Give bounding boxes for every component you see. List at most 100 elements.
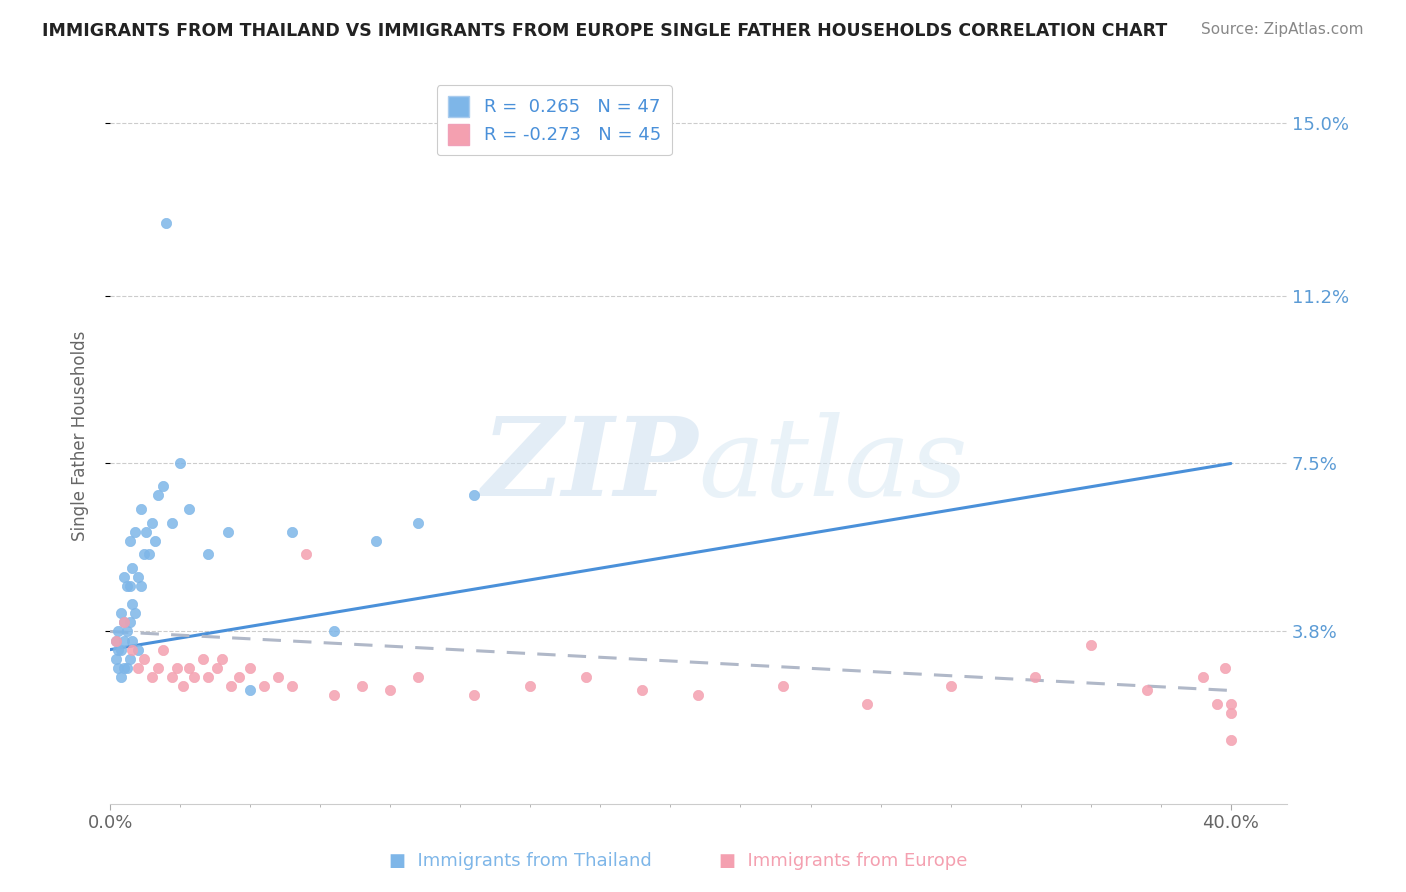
Point: [132, 651, 155, 665]
Point: [107, 661, 129, 675]
Point: [141, 516, 163, 530]
Point: [112, 633, 135, 648]
Point: [463, 688, 485, 702]
Point: [406, 670, 429, 684]
Point: [253, 679, 276, 693]
Point: [110, 670, 132, 684]
Point: [183, 670, 205, 684]
Point: [152, 642, 174, 657]
Point: [1205, 697, 1227, 711]
Point: [155, 216, 177, 230]
Point: [107, 642, 129, 657]
Point: [129, 502, 152, 516]
Point: [1213, 661, 1236, 675]
Point: [380, 683, 402, 698]
Point: [239, 661, 262, 675]
Point: [118, 615, 141, 630]
Point: [267, 670, 290, 684]
Point: [160, 516, 183, 530]
Point: [519, 679, 541, 693]
Point: [112, 615, 135, 630]
Point: [135, 524, 157, 539]
Point: [1191, 670, 1213, 684]
Point: [323, 624, 346, 639]
Point: [406, 516, 429, 530]
Point: [146, 661, 169, 675]
Point: [169, 457, 191, 471]
Point: [1136, 683, 1159, 698]
Point: [205, 661, 228, 675]
Point: [132, 547, 155, 561]
Point: [121, 561, 143, 575]
Point: [143, 533, 166, 548]
Point: [575, 670, 598, 684]
Point: [124, 607, 146, 621]
Point: [138, 547, 160, 561]
Point: [146, 488, 169, 502]
Point: [281, 679, 304, 693]
Point: [352, 679, 374, 693]
Point: [110, 642, 132, 657]
Point: [1080, 638, 1102, 652]
Point: [631, 683, 654, 698]
Point: [323, 688, 346, 702]
Point: [104, 633, 127, 648]
Point: [160, 670, 183, 684]
Y-axis label: Single Father Households: Single Father Households: [72, 331, 89, 541]
Point: [1219, 697, 1241, 711]
Legend: R =  0.265   N = 47, R = -0.273   N = 45: R = 0.265 N = 47, R = -0.273 N = 45: [437, 85, 672, 155]
Point: [127, 570, 149, 584]
Point: [127, 661, 149, 675]
Point: [197, 547, 219, 561]
Point: [127, 642, 149, 657]
Text: Source: ZipAtlas.com: Source: ZipAtlas.com: [1201, 22, 1364, 37]
Text: ZIP: ZIP: [482, 412, 699, 519]
Point: [177, 502, 200, 516]
Point: [118, 533, 141, 548]
Point: [112, 570, 135, 584]
Text: atlas: atlas: [699, 412, 969, 519]
Point: [688, 688, 710, 702]
Point: [177, 661, 200, 675]
Point: [172, 679, 194, 693]
Point: [1219, 733, 1241, 747]
Point: [104, 651, 127, 665]
Point: [281, 524, 304, 539]
Point: [115, 624, 138, 639]
Point: [855, 697, 877, 711]
Point: [772, 679, 794, 693]
Point: [129, 579, 152, 593]
Point: [112, 661, 135, 675]
Text: ■  Immigrants from Europe: ■ Immigrants from Europe: [720, 852, 967, 870]
Point: [463, 488, 485, 502]
Point: [112, 615, 135, 630]
Point: [118, 651, 141, 665]
Point: [217, 524, 239, 539]
Point: [115, 579, 138, 593]
Point: [1219, 706, 1241, 721]
Point: [121, 597, 143, 611]
Point: [118, 579, 141, 593]
Text: ■  Immigrants from Thailand: ■ Immigrants from Thailand: [389, 852, 651, 870]
Text: IMMIGRANTS FROM THAILAND VS IMMIGRANTS FROM EUROPE SINGLE FATHER HOUSEHOLDS CORR: IMMIGRANTS FROM THAILAND VS IMMIGRANTS F…: [42, 22, 1167, 40]
Point: [366, 533, 388, 548]
Point: [211, 651, 233, 665]
Point: [104, 633, 127, 648]
Point: [191, 651, 214, 665]
Point: [939, 679, 962, 693]
Point: [1024, 670, 1046, 684]
Point: [124, 524, 146, 539]
Point: [239, 683, 262, 698]
Point: [141, 670, 163, 684]
Point: [166, 661, 188, 675]
Point: [295, 547, 318, 561]
Point: [110, 607, 132, 621]
Point: [228, 670, 250, 684]
Point: [121, 633, 143, 648]
Point: [121, 642, 143, 657]
Point: [107, 624, 129, 639]
Point: [197, 670, 219, 684]
Point: [115, 661, 138, 675]
Point: [152, 479, 174, 493]
Point: [219, 679, 242, 693]
